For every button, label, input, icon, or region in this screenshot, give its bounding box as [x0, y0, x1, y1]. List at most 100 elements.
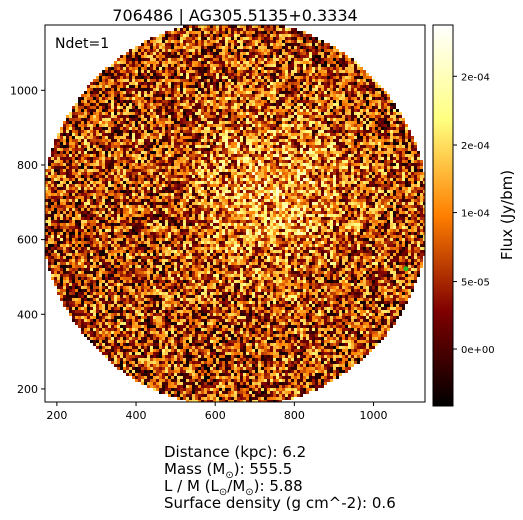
heatmap-cell: [282, 49, 285, 52]
heatmap-cell: [189, 34, 192, 37]
heatmap-cell: [216, 34, 219, 37]
heatmap-cell: [378, 169, 381, 172]
heatmap-cell: [282, 121, 285, 124]
heatmap-cell: [399, 121, 402, 124]
heatmap-cell: [327, 91, 330, 94]
heatmap-cell: [225, 112, 228, 115]
heatmap-cell: [123, 169, 126, 172]
heatmap-cell: [219, 166, 222, 169]
heatmap-cell: [306, 157, 309, 160]
heatmap-cell: [192, 136, 195, 139]
heatmap-cell: [306, 70, 309, 73]
heatmap-cell: [189, 157, 192, 160]
heatmap-cell: [150, 55, 153, 58]
heatmap-cell: [180, 136, 183, 139]
heatmap-cell: [111, 163, 114, 166]
heatmap-cell: [291, 112, 294, 115]
heatmap-cell: [72, 169, 75, 172]
heatmap-cell: [114, 103, 117, 106]
heatmap-cell: [144, 73, 147, 76]
heatmap-cell: [219, 37, 222, 40]
heatmap-cell: [75, 112, 78, 115]
heatmap-cell: [327, 130, 330, 133]
heatmap-cell: [381, 118, 384, 121]
heatmap-cell: [264, 76, 267, 79]
heatmap-cell: [132, 172, 135, 175]
heatmap-cell: [273, 61, 276, 64]
heatmap-cell: [159, 166, 162, 169]
heatmap-cell: [279, 100, 282, 103]
heatmap-cell: [339, 79, 342, 82]
heatmap-cell: [408, 148, 411, 151]
heatmap-cell: [165, 160, 168, 163]
heatmap-cell: [336, 106, 339, 109]
heatmap-cell: [246, 172, 249, 175]
heatmap-cell: [267, 142, 270, 145]
heatmap-cell: [87, 145, 90, 148]
heatmap-cell: [396, 163, 399, 166]
heatmap-cell: [234, 91, 237, 94]
heatmap-cell: [255, 103, 258, 106]
heatmap-cell: [201, 109, 204, 112]
heatmap-cell: [150, 70, 153, 73]
heatmap-cell: [138, 169, 141, 172]
heatmap-cell: [114, 73, 117, 76]
heatmap-cell: [414, 163, 417, 166]
heatmap-cell: [162, 49, 165, 52]
heatmap-cell: [135, 121, 138, 124]
heatmap-cell: [150, 124, 153, 127]
heatmap-cell: [279, 85, 282, 88]
heatmap-cell: [249, 37, 252, 40]
heatmap-cell: [240, 34, 243, 37]
heatmap-cell: [279, 160, 282, 163]
heatmap-cell: [378, 115, 381, 118]
heatmap-cell: [165, 61, 168, 64]
heatmap-cell: [159, 76, 162, 79]
heatmap-cell: [102, 106, 105, 109]
heatmap-cell: [273, 85, 276, 88]
heatmap-cell: [249, 109, 252, 112]
heatmap-cell: [213, 88, 216, 91]
heatmap-cell: [366, 154, 369, 157]
heatmap-cell: [156, 115, 159, 118]
heatmap-cell: [87, 106, 90, 109]
heatmap-cell: [258, 139, 261, 142]
heatmap-cell: [312, 154, 315, 157]
heatmap-cell: [264, 88, 267, 91]
heatmap-cell: [249, 61, 252, 64]
heatmap-cell: [276, 112, 279, 115]
heatmap-cell: [276, 151, 279, 154]
heatmap-cell: [141, 133, 144, 136]
heatmap-cell: [234, 85, 237, 88]
heatmap-cell: [306, 79, 309, 82]
heatmap-cell: [159, 100, 162, 103]
heatmap-cell: [198, 25, 201, 28]
heatmap-cell: [177, 127, 180, 130]
heatmap-cell: [360, 97, 363, 100]
heatmap-cell: [300, 64, 303, 67]
heatmap-cell: [393, 142, 396, 145]
heatmap-cell: [321, 124, 324, 127]
heatmap-cell: [141, 82, 144, 85]
heatmap-cell: [225, 139, 228, 142]
heatmap-cell: [216, 109, 219, 112]
heatmap-cell: [141, 67, 144, 70]
heatmap-cell: [138, 151, 141, 154]
heatmap-cell: [93, 124, 96, 127]
heatmap-cell: [252, 139, 255, 142]
heatmap-cell: [180, 88, 183, 91]
heatmap-cell: [333, 163, 336, 166]
heatmap-cell: [168, 121, 171, 124]
heatmap-cell: [111, 160, 114, 163]
heatmap-cell: [258, 127, 261, 130]
heatmap-cell: [75, 151, 78, 154]
heatmap-cell: [393, 166, 396, 169]
heatmap-cell: [171, 166, 174, 169]
heatmap-cell: [369, 88, 372, 91]
heatmap-cell: [342, 130, 345, 133]
heatmap-cell: [222, 55, 225, 58]
heatmap-cell: [126, 67, 129, 70]
heatmap-cell: [51, 169, 54, 172]
heatmap-cell: [93, 121, 96, 124]
heatmap-cell: [114, 94, 117, 97]
